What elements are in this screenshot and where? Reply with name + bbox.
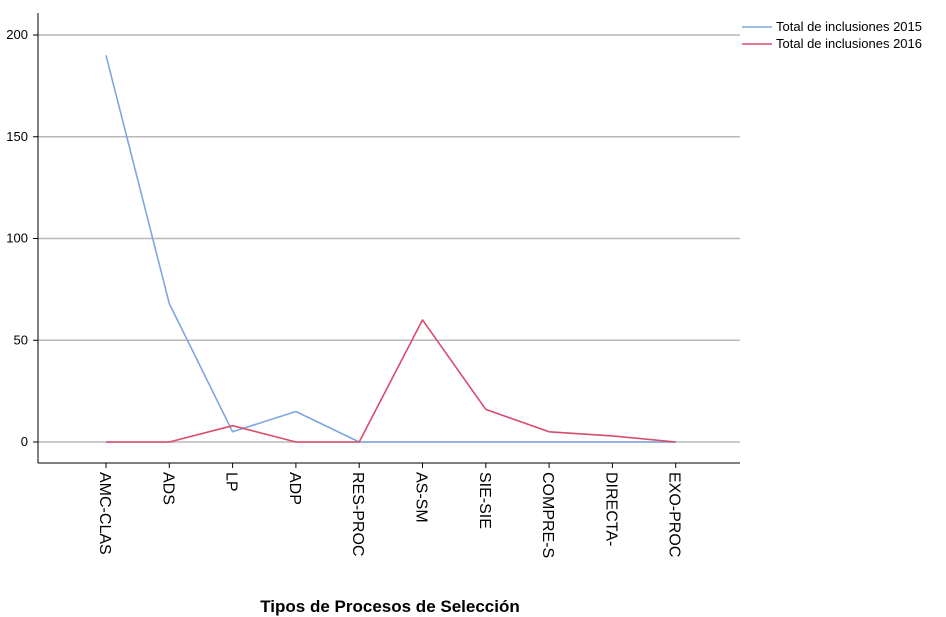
series-line-2 xyxy=(106,319,676,443)
series-line-1 xyxy=(105,55,676,443)
gridlines xyxy=(33,34,740,443)
y-tick-label: 100 xyxy=(6,231,28,246)
y-tick-label: 150 xyxy=(6,129,28,144)
x-tick-label: AMC-CLAS xyxy=(96,472,113,555)
x-tick-label: LP xyxy=(223,472,240,492)
x-tick-label: ADP xyxy=(286,472,303,505)
x-tick-label: AS-SM xyxy=(413,472,430,523)
legend-label: Total de inclusiones 2016 xyxy=(776,36,922,51)
x-tick-label: SIE-SIE xyxy=(476,472,493,529)
x-tick-label: COMPRE-S xyxy=(539,472,556,558)
x-tick-label: EXO-PROC xyxy=(666,472,683,557)
x-tick-label: RES-PROC xyxy=(349,472,366,556)
axes xyxy=(37,13,740,464)
x-axis-title: Tipos de Procesos de Selección xyxy=(260,597,520,616)
y-tick-labels: 0 50 100 150 200 xyxy=(6,27,28,449)
x-tick-label: DIRECTA- xyxy=(602,472,619,546)
y-tick-label: 0 xyxy=(21,434,28,449)
x-tick-label: ADS xyxy=(159,472,176,505)
x-tick-labels: AMC-CLAS ADS LP ADP RES-PROC AS-SM SIE-SIE COMP… xyxy=(96,463,683,558)
legend: Total de inclusiones 2015 Total de inclus… xyxy=(742,19,922,51)
legend-label: Total de inclusiones 2015 xyxy=(776,19,922,34)
y-tick-label: 50 xyxy=(14,332,28,347)
series-lines xyxy=(105,55,676,443)
y-tick-label: 200 xyxy=(6,27,28,42)
